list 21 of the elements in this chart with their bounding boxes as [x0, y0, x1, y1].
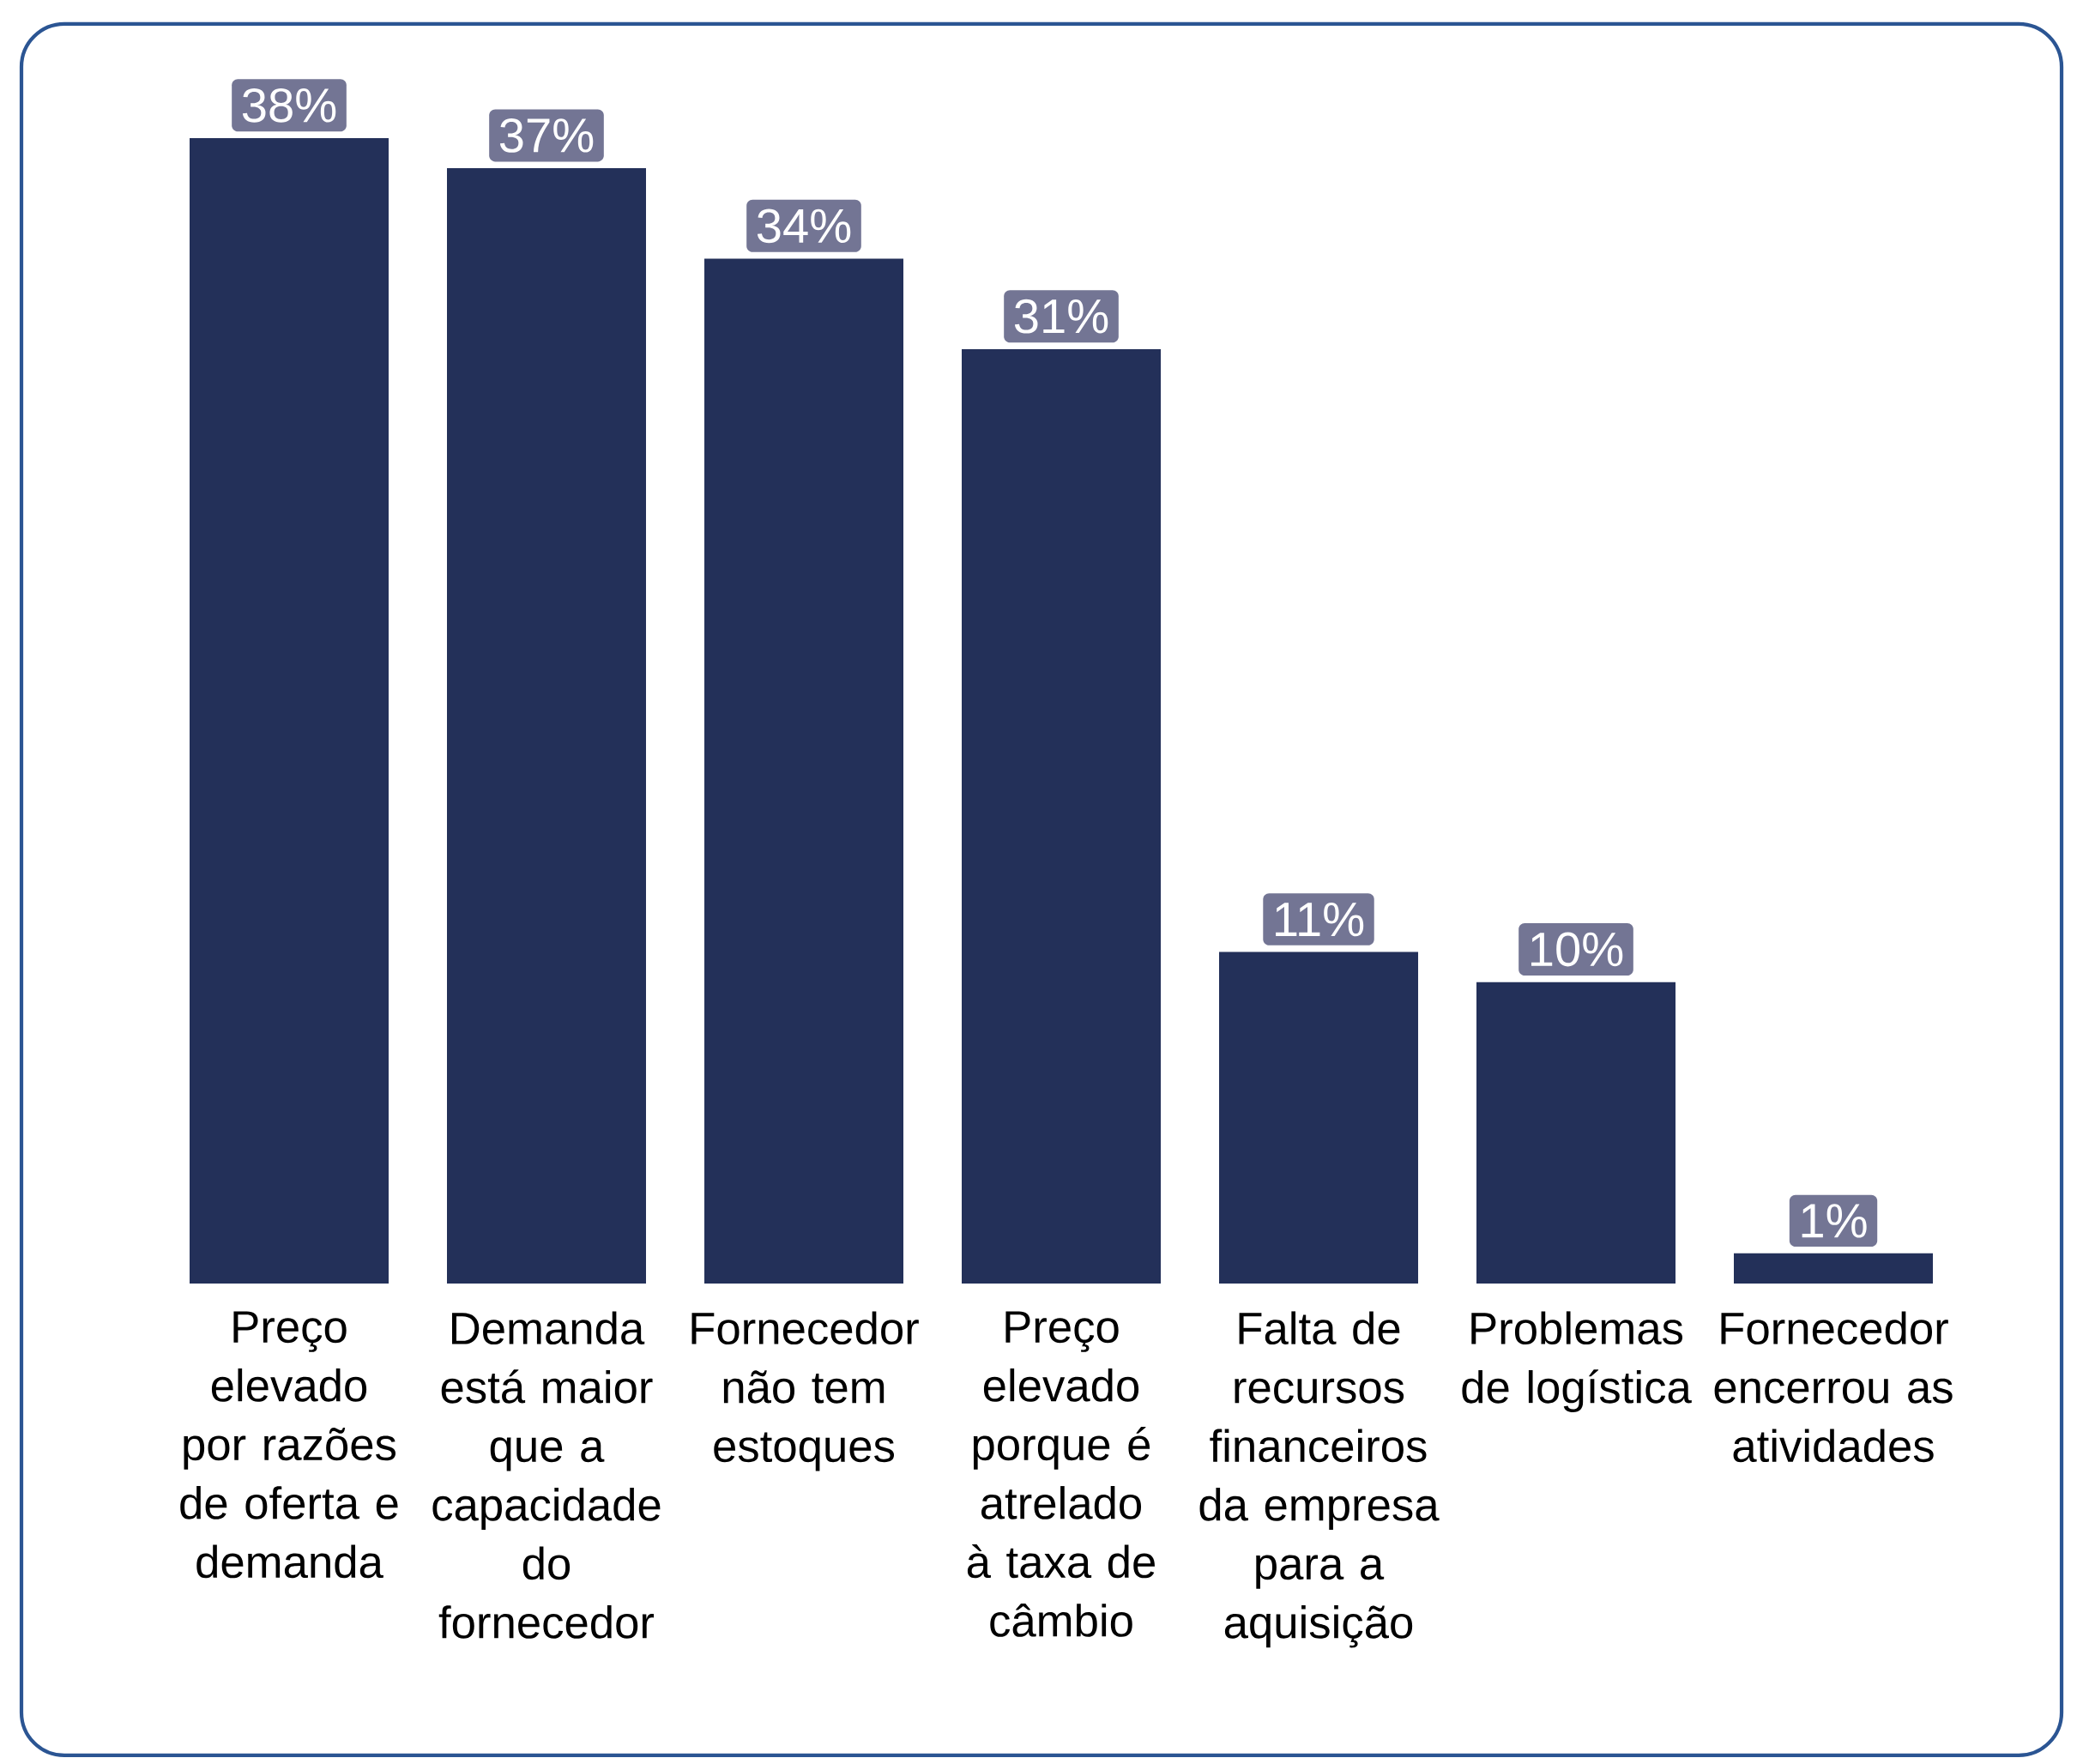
bar — [704, 258, 903, 1284]
x-tick-label: Problemas de logística — [1462, 1311, 1692, 1413]
data-label: 11% — [1276, 902, 1364, 937]
data-label: 31% — [1014, 299, 1108, 334]
data-label: 10% — [1531, 932, 1623, 967]
x-tick-label: Fornecedor encerrou as atividades — [1714, 1311, 1953, 1463]
bar — [190, 137, 389, 1284]
x-tick-label: Falta de recursos financeiros da empresa para a aquisição — [1199, 1311, 1440, 1648]
bar — [1219, 951, 1419, 1284]
data-label: 37% — [499, 118, 594, 153]
x-tick-label: Preço elevado porque é atrelado à taxa de câmbio — [967, 1311, 1155, 1637]
bar — [447, 168, 647, 1284]
data-label: 34% — [757, 208, 851, 244]
bar — [962, 348, 1162, 1284]
x-tick-label: Fornecedor não tem estoques — [691, 1311, 919, 1471]
x-tick-label: Demanda está maior que a capacidade do fornecedor — [432, 1311, 661, 1639]
x-tick-label: Preço elevado por razões de oferta e demanda — [180, 1311, 398, 1579]
data-label: 38% — [242, 88, 336, 123]
bar — [1476, 982, 1676, 1284]
data-label: 1% — [1802, 1204, 1867, 1238]
bar — [1734, 1253, 1934, 1284]
